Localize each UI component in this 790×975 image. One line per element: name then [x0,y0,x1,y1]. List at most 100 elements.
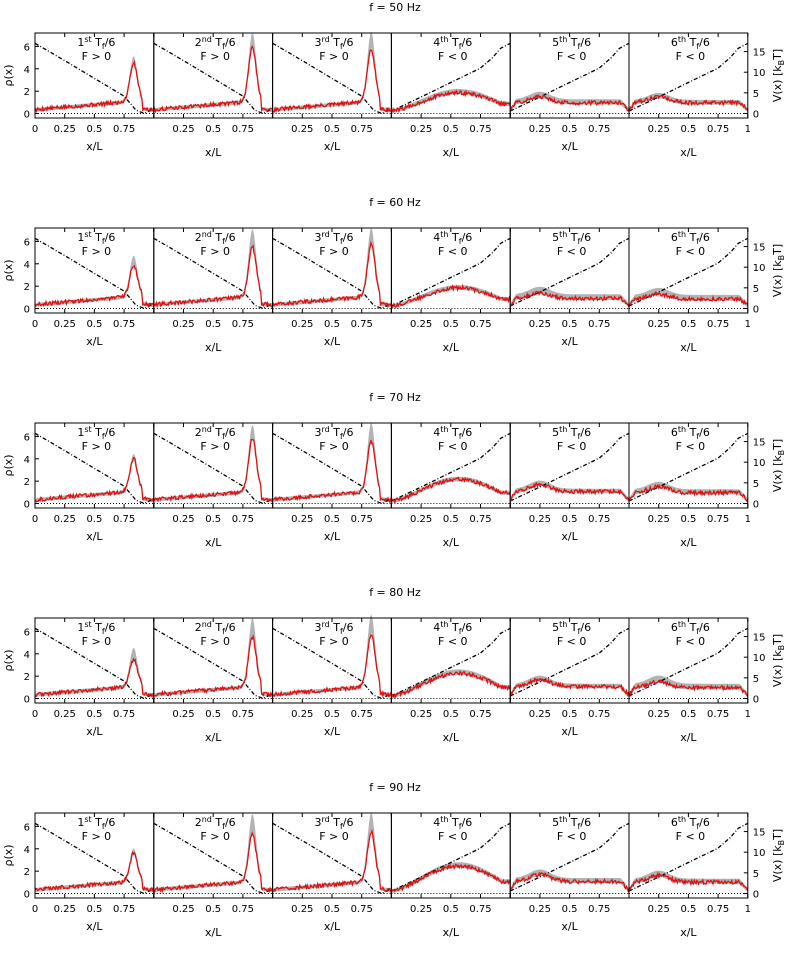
row-title: f = 80 Hz [369,586,421,599]
left-axis-label: ρ(x) [2,649,15,671]
row-title: f = 60 Hz [369,196,421,209]
panel: 2nd Tf/6F > 0 0.25 0.5 0.75 x/L [153,32,274,159]
x-tick-label: 0.5 [86,709,102,720]
panel-label: 5th Tf/6 [552,815,591,831]
shaded-band [35,848,154,893]
x-tick-label: 0.5 [680,709,696,720]
panel-force-label: F < 0 [438,50,468,63]
x-axis-label: x/L [205,146,222,159]
potential-curve [509,822,630,892]
right-tick-label: 5 [753,674,759,685]
right-axis-label: V(x) [kBT] [771,244,786,297]
x-tick-label: 0 [32,319,38,330]
panel-force-label: F < 0 [438,635,468,648]
x-tick-label: 0 [32,904,38,915]
panel-label: 3rd Tf/6 [315,425,354,441]
left-tick-label: 2 [24,672,30,683]
x-tick-label: 0.5 [324,124,340,135]
panel: 1st Tf/6F > 0 0 0.25 0.5 0.75 x/L [32,227,155,348]
panel-label: 4th Tf/6 [433,35,472,51]
right-tick-label: 10 [753,263,766,274]
x-tick-label: 0.75 [469,904,491,915]
panel-label: 1st Tf/6 [77,815,115,831]
panel: 4th Tf/6F < 0 0.25 0.5 0.75 x/L [390,227,511,354]
left-axis-label: ρ(x) [2,64,15,86]
x-axis-label: x/L [205,926,222,939]
panel: 3rd Tf/6F > 0 0.25 0.5 0.75 x/L [272,422,393,543]
right-tick-label: 15 [753,438,766,449]
x-axis-label: x/L [86,530,103,543]
panel: 5th Tf/6F < 0 0.25 0.5 0.75 x/L [509,812,630,933]
right-tick-label: 10 [753,848,766,859]
potential-curve [628,432,749,502]
potential-curve [509,432,630,502]
x-tick-label: 0.25 [648,709,670,720]
left-axis-label: ρ(x) [2,844,15,866]
x-tick-label: 0.5 [205,709,221,720]
x-axis-label: x/L [680,536,697,549]
x-axis-label: x/L [561,140,578,153]
x-tick-label: 0.75 [707,709,729,720]
left-tick-label: 6 [24,627,30,638]
potential-curve [628,237,749,307]
left-tick-label: 2 [24,282,30,293]
x-tick-label: 0.5 [86,124,102,135]
left-tick-label: 0 [24,110,30,121]
x-tick-label: 0.75 [707,319,729,330]
x-tick-label: 0.25 [172,514,194,525]
right-tick-label: 0 [753,694,759,705]
panel-force-label: F < 0 [557,830,587,843]
x-axis-label: x/L [561,530,578,543]
panel: 5th Tf/6F < 0 0.25 0.5 0.75 x/L [509,617,630,738]
panel: 3rd Tf/6F > 0 0.25 0.5 0.75 x/L [271,227,392,348]
left-tick-label: 4 [24,845,30,856]
left-tick-label: 0 [24,890,30,901]
panel-label: 4th Tf/6 [433,815,472,831]
x-tick-label: 0.75 [232,709,254,720]
x-tick-label: 0.5 [205,124,221,135]
left-tick-label: 6 [24,432,30,443]
x-axis-label: x/L [561,725,578,738]
x-axis-label: x/L [680,926,697,939]
x-tick-label: 0.75 [588,709,610,720]
panel-label: 5th Tf/6 [552,230,591,246]
x-tick-label: 0.25 [172,904,194,915]
panel-force-label: F > 0 [319,440,349,453]
panel: 5th Tf/6F < 0 0.25 0.5 0.75 x/L [509,32,630,153]
panel: 1st Tf/6F > 0 0 0.25 0.5 0.75 x/L [32,812,155,933]
x-tick-label: 0.5 [324,904,340,915]
x-tick-label: 0.25 [172,709,194,720]
left-tick-label: 4 [24,65,30,76]
density-curve [153,634,274,698]
x-tick-label: 0.75 [707,514,729,525]
density-curve [509,290,630,308]
x-tick-label: 0.25 [529,709,551,720]
panel: 4th Tf/6F < 0 0.25 0.5 0.75 x/L [390,617,511,744]
density-curve [34,657,155,698]
x-tick-label: 0.75 [351,319,373,330]
x-tick-label: 0.5 [86,514,102,525]
panel-label: 1st Tf/6 [77,425,115,441]
x-tick-label: 0.5 [562,904,578,915]
panel-label: 6th Tf/6 [671,815,710,831]
x-tick-label: 0.25 [648,904,670,915]
x-tick-label: 0.25 [54,124,76,135]
density-curve [390,476,511,504]
x-tick-label: 0.75 [588,904,610,915]
x-tick-label: 0.5 [443,319,459,330]
panel: 4th Tf/6F < 0 0.25 0.5 0.75 x/L [390,812,511,939]
panel-label: 5th Tf/6 [552,35,591,51]
x-tick-label: 0.25 [54,319,76,330]
potential-curve [628,627,749,697]
panel-label: 3rd Tf/6 [315,35,354,51]
panel-force-label: F > 0 [319,635,349,648]
panel: 2nd Tf/6F > 0 0.25 0.5 0.75 x/L [153,812,274,939]
x-axis-label: x/L [324,530,341,543]
panel-label: 5th Tf/6 [552,620,591,636]
x-tick-label: 0.75 [113,709,135,720]
right-tick-label: 0 [753,889,759,900]
x-axis-label: x/L [680,731,697,744]
x-tick-label: 0.75 [113,124,135,135]
x-tick-label: 0.5 [205,319,221,330]
